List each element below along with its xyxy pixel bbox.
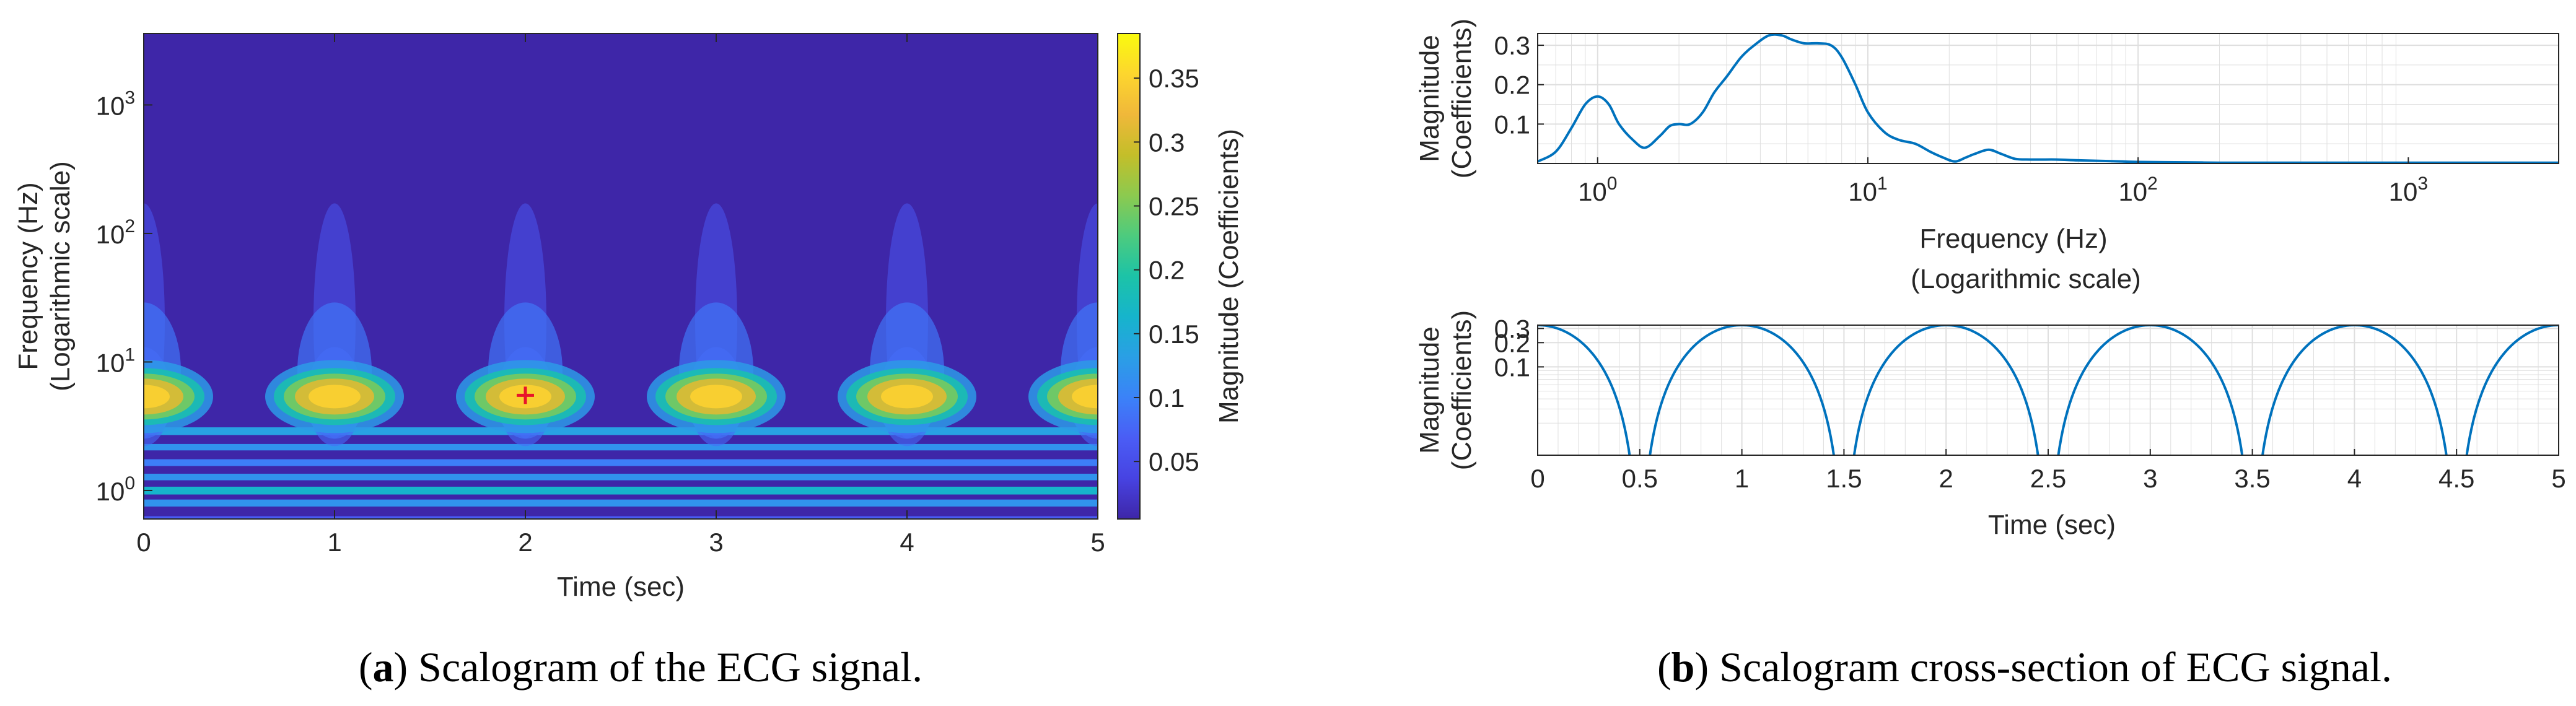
scalogram-y-ticks: 100 101 102 103 (96, 87, 152, 506)
scalogram-x-tick-label: 1 (327, 528, 341, 557)
scalogram-background (144, 33, 1098, 519)
caption-b: (b) Scalogram cross-section of ECG signa… (1657, 643, 2392, 691)
colorbar-tick-label: 0.35 (1149, 64, 1199, 93)
frequency-plot-background (1538, 33, 2559, 163)
time-plot-y-label-line1: Magnitude (1414, 326, 1445, 453)
frequency-plot-y-ticks: 0.1 0.2 0.3 (1494, 31, 1544, 139)
scalogram-heartbeat-blobs (144, 203, 1098, 447)
colorbar-tick-label: 0.3 (1149, 128, 1185, 157)
frequency-plot-y-label-line1: Magnitude (1414, 35, 1445, 162)
time-plot-x-tick-label: 1.5 (1826, 464, 1862, 493)
scalogram-band (144, 473, 1098, 481)
colorbar-tick-label: 0.05 (1149, 447, 1199, 476)
heartbeat-blob (144, 203, 213, 447)
frequency-plot-x-label-line1: Frequency (Hz) (1919, 224, 2107, 254)
time-plot-y-label-line2: (Coefficients) (1447, 310, 1477, 470)
peak-marker (517, 386, 534, 404)
scalogram-x-tick-label: 0 (136, 528, 151, 557)
scalogram-band (144, 427, 1098, 435)
caption-b-text: Scalogram cross-section of ECG signal. (1709, 643, 2392, 691)
frequency-plot-x-tick-label: 101 (1848, 173, 1887, 206)
scalogram-x-ticks: 0 1 2 3 4 5 (136, 33, 1105, 557)
heartbeat-blob (647, 203, 786, 447)
time-plot-x-tick-label: 2 (1939, 464, 1953, 493)
scalogram-x-tick-label: 3 (709, 528, 723, 557)
time-cross-section-line (1538, 325, 2559, 455)
scalogram-panel: 0 1 2 3 4 5 100 101 102 103 Time (sec) Frequency… (13, 33, 1244, 602)
frequency-cross-section-panel: 100 101 102 103 0.1 0.2 0.3 Frequency (Hz) (L… (1414, 19, 2559, 294)
time-plot-x-tick-label: 0 (1530, 464, 1544, 493)
heartbeat-blob (1028, 203, 1098, 447)
scalogram-band (144, 516, 1098, 519)
caption-a-text: Scalogram of the ECG signal. (408, 643, 922, 691)
scalogram-y-tick-label: 103 (96, 87, 135, 120)
colorbar-label: Magnitude (Coefficients) (1214, 129, 1244, 424)
colorbar-tick-label: 0.25 (1149, 192, 1199, 221)
scalogram-y-label-line1: Frequency (Hz) (13, 182, 43, 370)
frequency-plot-grid (1537, 33, 2559, 163)
scalogram-band (144, 486, 1098, 495)
frequency-plot-y-tick-label: 0.2 (1494, 71, 1530, 100)
scalogram-low-frequency-bands (144, 427, 1098, 519)
time-plot-x-label: Time (sec) (1988, 510, 2116, 540)
time-cross-section-panel: 0 0.5 1 1.5 2 2.5 3 3.5 4 4.5 5 0.10.20.3 Time (se… (1414, 310, 2566, 540)
scalogram-band (144, 443, 1098, 451)
caption-b-label: b (1671, 643, 1695, 691)
colorbar-tick-label: 0.2 (1149, 256, 1185, 285)
time-plot-y-tick-label: 0.1 (1494, 352, 1530, 381)
scalogram-band (144, 459, 1098, 466)
time-plot-y-ticks: 0.10.20.3 (1494, 314, 1544, 381)
frequency-plot-y-label-line2: (Coefficients) (1447, 19, 1477, 178)
time-plot-x-tick-label: 1 (1735, 464, 1749, 493)
frequency-plot-y-tick-label: 0.1 (1494, 110, 1530, 139)
frequency-plot-x-label-line2: (Logarithmic scale) (1911, 264, 2141, 294)
colorbar-ticks: 0.05 0.1 0.15 0.2 0.25 0.3 0.35 (1134, 64, 1199, 476)
frequency-plot-x-tick-label: 102 (2118, 173, 2157, 206)
colorbar-gradient (1117, 33, 1141, 520)
time-plot-x-tick-label: 5 (2551, 464, 2565, 493)
time-plot-x-tick-label: 4 (2347, 464, 2362, 493)
caption-a: (a) Scalogram of the ECG signal. (359, 643, 922, 691)
colorbar: 0.05 0.1 0.15 0.2 0.25 0.3 0.35 Magnitude (Coe… (1117, 33, 1244, 520)
time-plot-x-tick-label: 3 (2143, 464, 2157, 493)
scalogram-heatmap (144, 33, 1098, 519)
time-plot-y-tick-label: 0.2 (1494, 328, 1530, 357)
scalogram-y-tick-label: 102 (96, 216, 135, 249)
frequency-plot-y-tick-label: 0.3 (1494, 31, 1530, 60)
scalogram-y-tick-label: 101 (96, 344, 135, 377)
caption-a-label: a (373, 643, 394, 691)
scalogram-band (144, 499, 1098, 507)
heartbeat-blob (838, 203, 976, 447)
time-plot-x-tick-label: 0.5 (1622, 464, 1658, 493)
frequency-plot-x-tick-label: 100 (1578, 173, 1617, 206)
scalogram-y-tick-label: 100 (96, 473, 135, 506)
scalogram-x-tick-label: 2 (518, 528, 532, 557)
scalogram-y-label-line2: (Logarithmic scale) (45, 161, 76, 391)
colorbar-tick-label: 0.15 (1149, 320, 1199, 349)
scalogram-x-tick-label: 4 (900, 528, 914, 557)
time-plot-x-tick-label: 4.5 (2438, 464, 2474, 493)
time-plot-x-ticks: 0 0.5 1 1.5 2 2.5 3 3.5 4 4.5 5 (1530, 449, 2566, 493)
frequency-plot-x-tick-label: 103 (2389, 173, 2428, 206)
scalogram-x-label: Time (sec) (557, 572, 685, 602)
heartbeat-blob (265, 203, 404, 447)
time-plot-x-tick-label: 2.5 (2030, 464, 2066, 493)
time-plot-x-tick-label: 3.5 (2234, 464, 2270, 493)
frequency-plot-x-ticks: 100 101 102 103 (1578, 157, 2428, 206)
scalogram-x-tick-label: 5 (1090, 528, 1105, 557)
colorbar-tick-label: 0.1 (1149, 383, 1185, 412)
scalogram-axes-box (143, 33, 1098, 520)
time-plot-y-tick-label: 0.3 (1494, 314, 1530, 343)
frequency-plot-axes-box (1537, 33, 2559, 164)
